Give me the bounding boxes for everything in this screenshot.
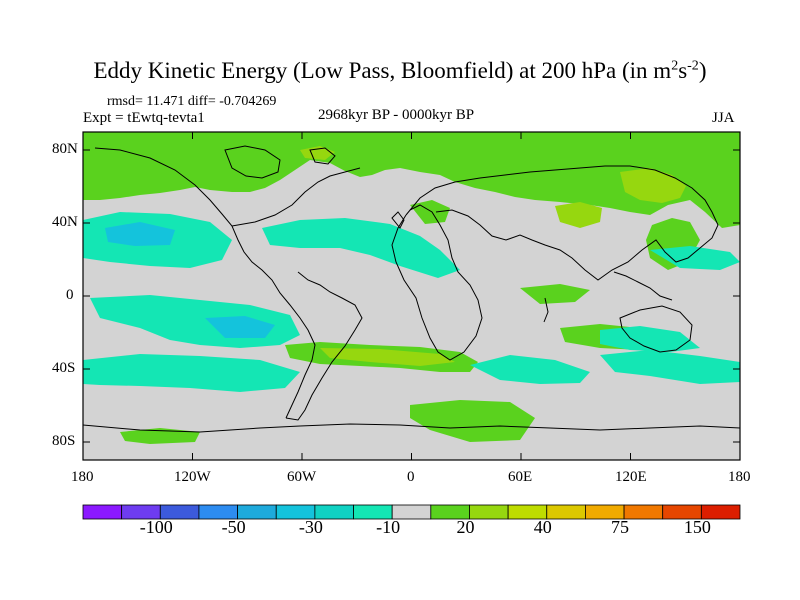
cyan-north-atlantic xyxy=(262,218,460,278)
green-patch-nafrica xyxy=(410,200,450,224)
yellowgreen-band-south xyxy=(320,348,455,366)
colorbar-swatch xyxy=(546,504,586,520)
yellowgreen-patch-asia xyxy=(555,202,602,228)
xtick-label: 120W xyxy=(174,469,211,485)
xtick-label: 180 xyxy=(728,469,751,485)
colorbar-label: 75 xyxy=(611,517,630,537)
cyan-south-pacific xyxy=(83,354,300,392)
green-patch-antarctic xyxy=(410,400,535,442)
cyan-core-south xyxy=(205,316,275,338)
green-patch-southpacific xyxy=(120,428,200,444)
yellowgreen-patch-siberia xyxy=(620,168,686,203)
colorbar-label: -30 xyxy=(298,517,323,537)
xtick-label: 180 xyxy=(71,469,94,485)
colorbar-label: 150 xyxy=(683,517,711,537)
arctic-green-band xyxy=(83,132,740,228)
coastlines xyxy=(83,145,740,433)
colorbar-swatch xyxy=(82,504,123,520)
cyan-south-indian xyxy=(600,350,740,384)
axis-ticks xyxy=(82,132,741,460)
colorbar-swatch xyxy=(623,504,664,520)
xtick-label: 0 xyxy=(407,469,415,485)
colorbar-label: -100 xyxy=(139,517,173,537)
cyan-north-pacific-core xyxy=(105,222,175,246)
xtick-label: 60E xyxy=(508,469,533,485)
colorbar-swatch xyxy=(700,504,741,520)
ytick-label: 40S xyxy=(52,360,76,376)
colorbar-label: -10 xyxy=(376,517,401,537)
period-label: 2968kyr BP - 0000kyr BP xyxy=(318,107,475,123)
ytick-label: 80S xyxy=(52,433,76,449)
colorbar-label: -50 xyxy=(221,517,246,537)
colorbar-label: 40 xyxy=(533,517,552,537)
cyan-equatorial xyxy=(650,246,740,270)
xtick-label: 60W xyxy=(287,469,317,485)
experiment-label: Expt = tEwtq-tevta1 xyxy=(83,110,205,126)
map-title: Eddy Kinetic Energy (Low Pass, Bloomfiel… xyxy=(93,58,707,83)
xtick-label: 120E xyxy=(615,469,647,485)
ytick-label: 40N xyxy=(52,214,78,230)
colorbar-swatch xyxy=(469,504,509,520)
cyan-south-atlantic xyxy=(470,355,590,384)
colorbar xyxy=(82,504,741,520)
ytick-label: 0 xyxy=(66,287,74,303)
ytick-label: 80N xyxy=(52,141,78,157)
colorbar-label: 20 xyxy=(456,517,475,537)
stats-text: rmsd= 11.471 diff= -0.704269 xyxy=(107,94,277,109)
green-patch-eqpacific xyxy=(520,284,590,304)
season-label: JJA xyxy=(712,110,735,126)
